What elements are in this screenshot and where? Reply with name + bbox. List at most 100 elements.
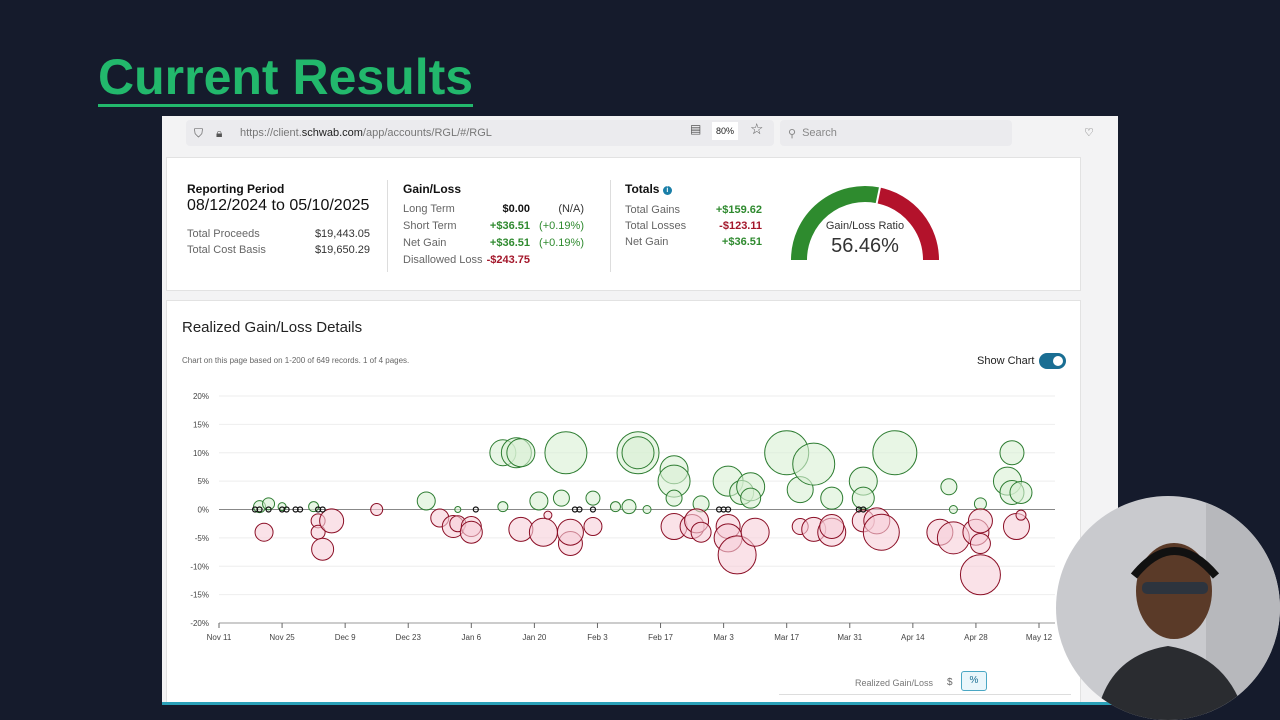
gain-loss-gauge [791, 186, 939, 261]
x-tick-label: Nov 25 [269, 633, 295, 642]
browser-screenshot: ⛉ 🔒︎ https://client.schwab.com/app/accou… [162, 116, 1118, 705]
gain-bubble [454, 506, 462, 513]
gain-bubble [609, 501, 621, 513]
loss-bubble [311, 537, 335, 561]
y-tick-label: -20% [190, 619, 209, 628]
gain-bubble [416, 491, 436, 511]
gain-bubble [851, 486, 875, 510]
total-proceeds-value: $19,443.05 [314, 228, 370, 240]
neutral-bubble [319, 506, 326, 513]
gauge-value: 56.46% [831, 235, 899, 257]
disallowed-loss-label: Disallowed Loss [403, 254, 483, 266]
url-text: https://client.schwab.com/app/accounts/R… [240, 127, 492, 139]
details-title: Realized Gain/Loss Details [182, 319, 363, 336]
long-term-pct: (N/A) [558, 203, 584, 215]
pocket-icon[interactable]: ♡ [1084, 127, 1094, 139]
loss-bubble [543, 510, 553, 520]
gain-bubble [740, 487, 762, 509]
gain-bubble [621, 499, 637, 515]
loss-bubble [254, 522, 274, 542]
gain-bubble [262, 497, 276, 511]
show-chart-toggle[interactable] [1039, 353, 1066, 369]
x-tick-label: Feb 17 [648, 633, 673, 642]
dollar-button[interactable]: $ [947, 677, 953, 688]
reporting-period-value: 08/12/2024 to 05/10/2025 [187, 197, 370, 214]
loss-bubble [583, 517, 603, 537]
x-tick-label: Nov 11 [207, 633, 232, 642]
gain-bubble [820, 486, 844, 510]
long-term-value: $0.00 [502, 203, 530, 215]
x-tick-label: Mar 3 [713, 633, 734, 642]
total-gains-label: Total Gains [625, 204, 681, 216]
loss-bubble [862, 513, 900, 551]
total-cost-basis-label: Total Cost Basis [187, 244, 266, 256]
x-tick-label: Apr 14 [901, 633, 925, 642]
total-losses-value: -$123.11 [719, 220, 762, 232]
y-tick-label: 5% [197, 477, 209, 486]
short-term-pct: (+0.19%) [539, 220, 584, 232]
slide-title: Current Results [98, 49, 474, 107]
total-losses-label: Total Losses [625, 220, 687, 232]
gauge-gain-arc [791, 186, 880, 261]
bookmark-star-icon[interactable]: ☆ [750, 121, 764, 138]
url-bar[interactable]: ⛉ 🔒︎ https://client.schwab.com/app/accou… [186, 120, 774, 146]
divider [610, 180, 611, 272]
totals-label: Totals i [625, 182, 672, 196]
percent-button[interactable]: % [961, 671, 987, 691]
gain-bubble [544, 431, 588, 475]
gain-loss-label: Gain/Loss [403, 182, 462, 196]
neutral-bubble [860, 506, 867, 513]
summary-card: Reporting Period 08/12/2024 to 05/10/202… [166, 157, 1081, 291]
gain-bubble [552, 489, 570, 507]
y-tick-label: 0% [197, 506, 209, 515]
neutral-bubble [283, 506, 290, 513]
gauge-label: Gain/Loss Ratio [825, 220, 905, 232]
x-tick-label: Apr 28 [964, 633, 988, 642]
x-tick-label: Dec 9 [335, 633, 356, 642]
gain-bubble [585, 490, 601, 506]
gauge-divider [875, 186, 882, 205]
loss-bubble [740, 517, 770, 547]
totals-net-gain-label: Net Gain [625, 236, 669, 248]
gain-bubble [872, 430, 918, 476]
show-chart-label: Show Chart [977, 355, 1035, 367]
loss-bubble [819, 514, 845, 540]
gain-bubble [506, 438, 536, 468]
neutral-bubble [265, 506, 272, 513]
loss-bubble [459, 520, 483, 544]
net-gain-pct: (+0.19%) [539, 237, 584, 249]
lock-icon: 🔒︎ [216, 125, 223, 140]
info-icon[interactable]: i [662, 186, 672, 195]
x-tick-label: Feb 3 [587, 633, 608, 642]
gain-bubble [497, 501, 509, 513]
y-tick-label: -5% [195, 534, 209, 543]
disallowed-loss-value: -$243.75 [486, 254, 530, 266]
search-icon: ⚲ [788, 127, 797, 140]
totals-net-gain-value: +$36.51 [721, 236, 762, 248]
y-tick-label: 15% [193, 420, 209, 429]
webcam-overlay [1056, 496, 1280, 720]
zoom-level[interactable]: 80% [712, 122, 739, 140]
total-cost-basis-value: $19,650.29 [314, 244, 370, 256]
gauge-loss-arc [876, 187, 939, 261]
x-tick-label: May 12 [1026, 633, 1053, 642]
gain-bubble [973, 497, 987, 511]
y-tick-label: -10% [190, 562, 209, 571]
total-proceeds-label: Total Proceeds [187, 228, 260, 240]
y-tick-label: 10% [193, 449, 209, 458]
loss-bubble [556, 518, 584, 546]
neutral-bubble [256, 506, 263, 513]
reader-view-icon[interactable]: ▤ [690, 122, 702, 136]
gain-bubble [948, 505, 958, 514]
neutral-bubble [472, 506, 479, 513]
loss-bubble [1015, 509, 1027, 521]
gain-bubble [940, 478, 958, 496]
details-card: Realized Gain/Loss Details Chart on this… [166, 300, 1081, 702]
gain-bubble [529, 491, 549, 511]
records-note: Chart on this page based on 1-200 of 649… [182, 356, 410, 365]
loss-bubble [690, 521, 712, 543]
presenter-silhouette [1096, 496, 1280, 720]
loss-bubble [967, 508, 993, 534]
reporting-period-label: Reporting Period [187, 182, 285, 196]
search-input[interactable]: ⚲ Search [780, 120, 1012, 146]
